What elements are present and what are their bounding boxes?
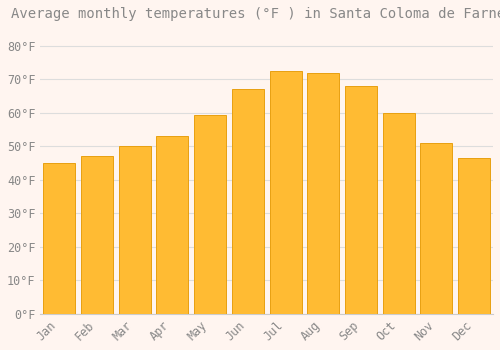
- Bar: [156, 136, 188, 314]
- Bar: [420, 143, 452, 314]
- Bar: [458, 158, 490, 314]
- Bar: [118, 146, 150, 314]
- Bar: [43, 163, 75, 314]
- Bar: [382, 113, 415, 314]
- Bar: [307, 72, 340, 314]
- Bar: [232, 89, 264, 314]
- Bar: [194, 114, 226, 314]
- Title: Average monthly temperatures (°F ) in Santa Coloma de Farners: Average monthly temperatures (°F ) in Sa…: [11, 7, 500, 21]
- Bar: [81, 156, 113, 314]
- Bar: [345, 86, 377, 314]
- Bar: [270, 71, 302, 314]
